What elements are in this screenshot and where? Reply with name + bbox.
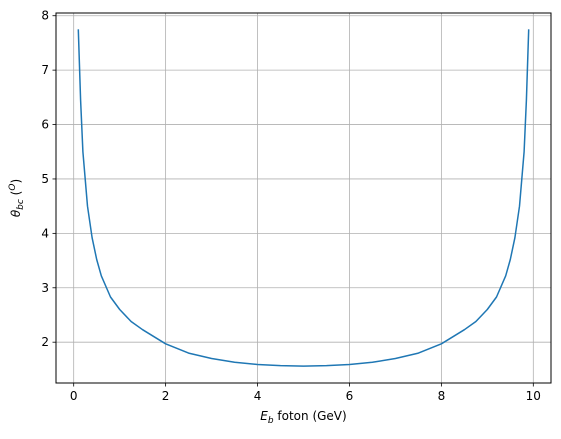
- y-axis-label: θbc (O): [8, 179, 26, 217]
- plot-frame: [55, 12, 552, 384]
- x-tick-label: 4: [254, 389, 262, 403]
- axis-ticks: 0 2 4 6 8 10 2 3 4 5 6 7 8: [41, 9, 541, 403]
- x-tick-label: 8: [438, 389, 446, 403]
- y-tick-label: 6: [41, 118, 49, 132]
- y-axis-label-main: θ: [9, 209, 23, 217]
- y-axis-label-close: ): [9, 179, 23, 184]
- x-tick-label: 10: [526, 389, 541, 403]
- x-tick-label: 2: [162, 389, 170, 403]
- plot-area: [77, 29, 530, 367]
- y-tick-label: 8: [41, 9, 49, 23]
- y-tick-label: 2: [41, 335, 49, 349]
- y-axis-label-sup: O: [8, 184, 18, 191]
- y-tick-label: 5: [41, 172, 49, 186]
- x-axis-label-rest: foton (GeV): [274, 409, 347, 423]
- y-tick-label: 7: [41, 63, 49, 77]
- y-tick-label: 4: [41, 226, 49, 240]
- x-tick-label: 6: [346, 389, 354, 403]
- x-axis-label-main: E: [260, 409, 268, 423]
- x-axis-label: Eb foton (GeV): [260, 409, 346, 426]
- grid-lines: [56, 13, 551, 383]
- x-axis-label-sub: b: [268, 416, 274, 426]
- y-tick-label: 3: [41, 281, 49, 295]
- x-tick-label: 0: [70, 389, 78, 403]
- series-line: [77, 29, 530, 367]
- y-axis-label-sub: bc: [16, 199, 26, 210]
- y-axis-label-open: (: [9, 191, 23, 200]
